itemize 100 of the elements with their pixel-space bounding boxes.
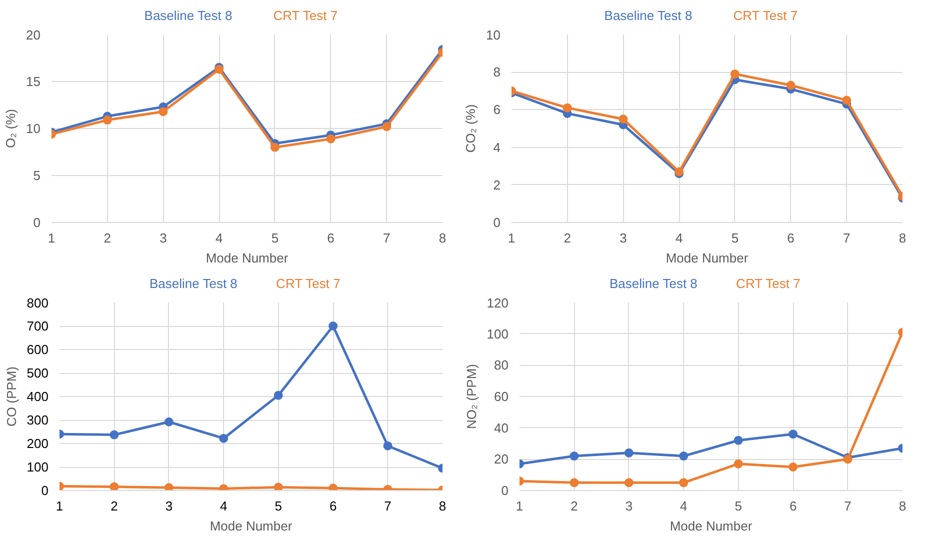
x-tick-label: 1 [508, 230, 516, 246]
text: CRT Test 7 [276, 276, 340, 291]
y-tick-label: 10 [486, 28, 501, 42]
point [383, 441, 392, 450]
point [788, 430, 798, 439]
y-tick-label: 20 [26, 28, 41, 42]
x-tick-label: 4 [220, 498, 228, 514]
y-tick-label: 2 [493, 177, 501, 192]
x-tick-label: 5 [731, 230, 739, 246]
point [164, 483, 174, 490]
y-tick-label: 120 [486, 296, 509, 310]
x-tick-label: 1 [56, 498, 64, 514]
x-tick-label: 2 [104, 230, 111, 246]
point [219, 434, 228, 443]
y-tick-label: 8 [493, 64, 501, 80]
y-tick-label: 400 [26, 389, 49, 404]
x-tick-label: 6 [787, 230, 794, 246]
y-tick-label: 15 [26, 74, 41, 89]
point [382, 122, 392, 132]
text: CRT Test 7 [736, 276, 800, 291]
x-tick-label: 8 [898, 230, 906, 246]
y-tick-label: 4 [493, 140, 501, 155]
x-tick-label: 7 [383, 230, 390, 246]
y-tick-label: 500 [26, 366, 49, 380]
x-axis-title: Mode Number [206, 250, 289, 266]
point [110, 482, 119, 490]
x-tick-label: 7 [844, 498, 852, 514]
y-tick-label: 100 [486, 326, 509, 342]
x-tick-label: 8 [898, 498, 906, 514]
text: Baseline Test 8 [144, 8, 232, 23]
point [326, 134, 336, 144]
point [618, 114, 628, 124]
y-tick-label: 10 [26, 121, 41, 136]
text: Baseline Test 8 [609, 276, 698, 291]
text: CRT Test 7 [733, 8, 798, 23]
x-tick-label: 3 [165, 498, 173, 514]
x-tick-label: 5 [734, 498, 742, 514]
text: Baseline Test 8 [604, 8, 692, 23]
y-tick-label: 0 [41, 483, 49, 498]
point [788, 462, 798, 472]
point [164, 417, 174, 426]
x-tick-label: 6 [327, 230, 334, 246]
x-axis-title: Mode Number [670, 518, 753, 534]
y-tick-label: 0 [33, 215, 41, 230]
x-tick-label: 5 [274, 498, 282, 514]
y-tick-label: 0 [493, 215, 501, 230]
y-tick-label: 6 [493, 102, 501, 118]
point [734, 459, 743, 468]
x-tick-label: 8 [438, 230, 446, 246]
x-tick-label: 2 [110, 498, 118, 514]
y-axis-title: O₂ (%) [3, 108, 18, 148]
y-tick-label: 40 [494, 420, 509, 436]
y-tick-label: 60 [494, 389, 509, 404]
y-tick-label: 600 [26, 342, 49, 357]
y-tick-label: 80 [494, 358, 509, 373]
x-axis-title: Mode Number [666, 250, 749, 266]
x-tick-label: 2 [564, 230, 571, 246]
point [679, 478, 688, 488]
x-tick-label: 3 [625, 498, 633, 514]
y-axis-title: CO (PPM) [4, 366, 19, 426]
point [102, 116, 112, 125]
y-tick-label: 5 [33, 168, 41, 183]
x-tick-label: 6 [789, 498, 797, 514]
point [734, 436, 743, 445]
point [562, 103, 572, 112]
x-tick-label: 4 [675, 230, 683, 246]
y-tick-label: 200 [26, 436, 49, 451]
x-axis-title: Mode Number [210, 518, 293, 534]
x-tick-label: 1 [516, 498, 524, 514]
x-tick-label: 3 [160, 230, 167, 246]
point [730, 69, 740, 78]
x-tick-label: 6 [329, 498, 337, 514]
point [270, 142, 280, 152]
point [110, 430, 119, 440]
point [328, 322, 338, 330]
text: Baseline Test 8 [149, 276, 238, 291]
x-tick-label: 7 [843, 230, 850, 246]
x-tick-label: 1 [48, 230, 56, 246]
point [328, 484, 338, 490]
x-tick-label: 8 [438, 498, 446, 514]
x-tick-label: 4 [680, 498, 688, 514]
text: CRT Test 7 [273, 8, 338, 23]
point [274, 390, 283, 400]
x-tick-label: 7 [384, 498, 392, 514]
y-tick-label: 700 [26, 318, 49, 334]
point [158, 107, 168, 116]
point [624, 448, 634, 458]
y-tick-label: 100 [26, 460, 49, 474]
x-tick-label: 3 [620, 230, 627, 246]
y-tick-label: 20 [494, 452, 509, 467]
point [786, 80, 796, 90]
x-tick-label: 2 [570, 498, 578, 514]
y-tick-label: 0 [501, 483, 509, 498]
point [274, 482, 283, 490]
point [570, 452, 579, 461]
point [679, 452, 688, 461]
x-tick-label: 5 [271, 230, 279, 246]
point [570, 478, 579, 488]
y-tick-label: 300 [26, 412, 49, 428]
y-axis-title: NO₂ (PPM) [464, 364, 479, 429]
